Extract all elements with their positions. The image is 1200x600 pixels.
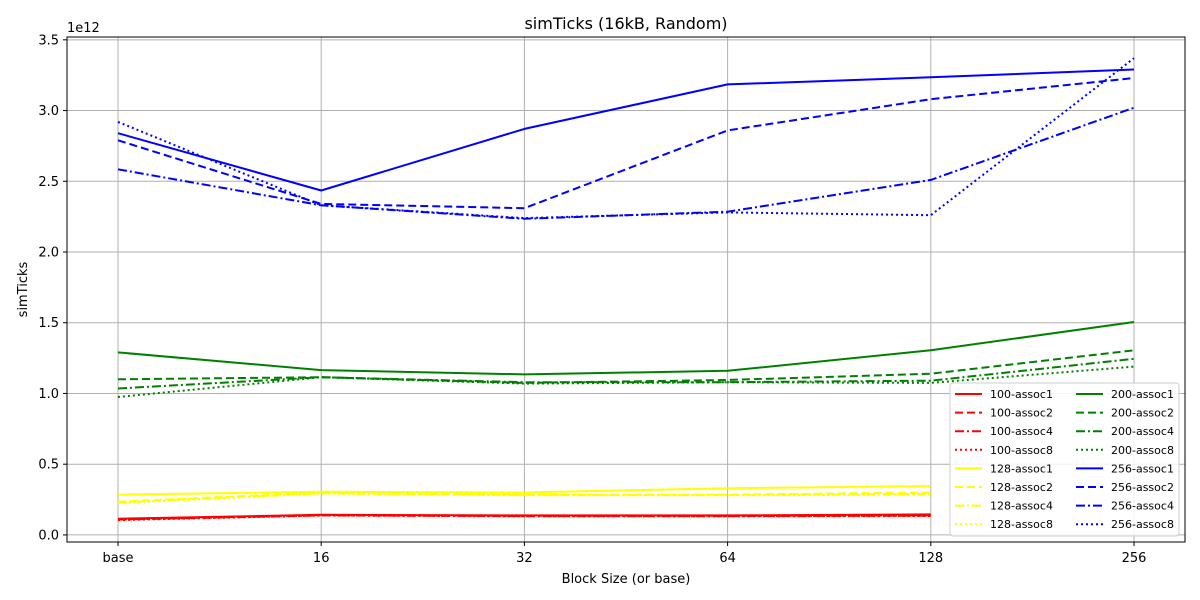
legend-label: 100-assoc4 (990, 425, 1053, 438)
legend-label: 200-assoc8 (1111, 444, 1174, 457)
legend-label: 256-assoc1 (1111, 462, 1174, 475)
series-line-256-assoc4 (117, 106, 1135, 220)
legend-label: 128-assoc8 (990, 518, 1053, 531)
legend-label: 200-assoc4 (1111, 425, 1174, 438)
legend-label: 256-assoc8 (1111, 518, 1174, 531)
y-tick-label: 2.5 (38, 175, 59, 190)
series-line-200-assoc2 (117, 349, 1135, 384)
series-line-256-assoc1 (117, 68, 1135, 192)
series-line-128-assoc8 (117, 492, 931, 505)
series-line-128-assoc2 (117, 491, 931, 503)
series-line-200-assoc1 (117, 321, 1135, 376)
x-tick-label: 32 (516, 551, 533, 566)
legend-label: 200-assoc1 (1111, 388, 1174, 401)
x-tick-label: 64 (719, 551, 736, 566)
plot-frame (66, 36, 1186, 543)
x-axis-label: Block Size (or base) (562, 572, 691, 587)
x-tick-label: 128 (918, 551, 943, 566)
legend-label: 128-assoc2 (990, 481, 1053, 494)
legend-label: 256-assoc4 (1111, 500, 1174, 513)
legend-label: 100-assoc2 (990, 407, 1053, 420)
series-line-128-assoc1 (117, 485, 931, 496)
y-tick-label: 3.5 (38, 33, 59, 48)
series-layer (117, 57, 1135, 522)
legend-label: 256-assoc2 (1111, 481, 1174, 494)
y-axis-offset-label: 1e12 (67, 21, 100, 36)
legend-label: 128-assoc4 (990, 500, 1053, 513)
y-tick-label: 2.0 (38, 246, 59, 261)
legend-label: 100-assoc1 (990, 388, 1053, 401)
y-tick-label: 0.0 (38, 528, 59, 543)
legend-label: 200-assoc2 (1111, 407, 1174, 420)
ticks: base 16 32 64 128 256 0.0 0.5 1.0 1.5 2.0 2.5 3.0 3.5 (38, 33, 1146, 566)
series-line-100-assoc8 (117, 514, 931, 522)
legend: 100-assoc1 100-assoc2 100-assoc4 100-assoc8… (949, 382, 1180, 537)
y-tick-label: 1.0 (38, 387, 59, 402)
x-tick-label: 256 (1122, 551, 1147, 566)
y-tick-label: 0.5 (38, 458, 59, 473)
x-tick-label: base (103, 551, 134, 566)
series-line-200-assoc8 (117, 365, 1135, 398)
legend-box (949, 382, 1180, 537)
y-axis-label: simTicks (16, 261, 31, 317)
y-tick-label: 1.5 (38, 316, 59, 331)
x-tick-label: 16 (313, 551, 330, 566)
y-tick-label: 3.0 (38, 104, 59, 119)
legend-label: 128-assoc1 (990, 462, 1053, 475)
chart-title: simTicks (16kB, Random) (524, 14, 727, 33)
legend-label: 100-assoc8 (990, 444, 1053, 457)
